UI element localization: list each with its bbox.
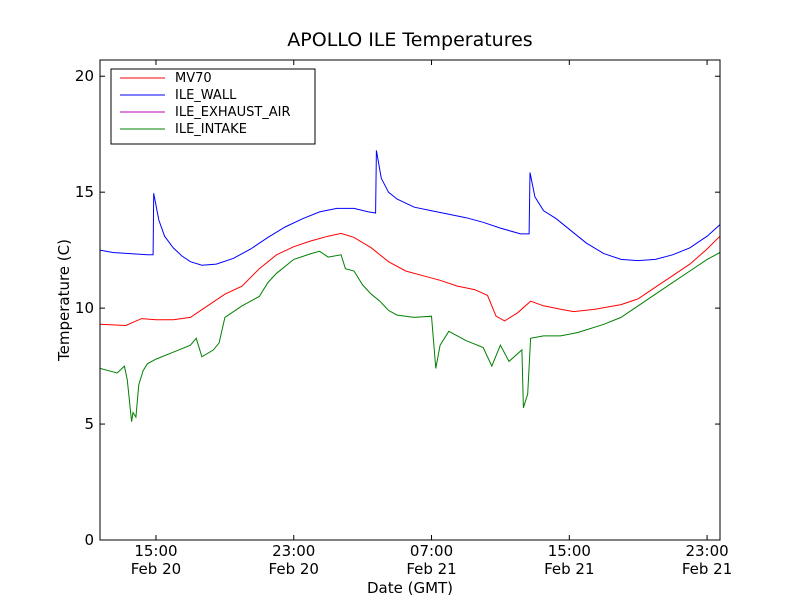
series-line-ile-wall <box>99 150 721 266</box>
chart-title: APOLLO ILE Temperatures <box>287 29 532 51</box>
legend-box <box>110 68 316 145</box>
plot-frame <box>99 59 721 541</box>
series-layer <box>99 150 721 422</box>
x-tick-label-date: Feb 21 <box>544 560 594 578</box>
series-line-ile-intake <box>99 250 721 422</box>
y-tick-label: 15 <box>75 183 94 201</box>
x-tick-label: 23:00 <box>272 542 315 560</box>
y-tick-label: 0 <box>84 531 94 549</box>
x-tick-label-date: Feb 20 <box>131 560 181 578</box>
x-tick-label: 07:00 <box>410 542 453 560</box>
x-tick-label-date: Feb 21 <box>406 560 456 578</box>
legend-label: ILE_WALL <box>175 88 237 103</box>
x-tick-label: 15:00 <box>134 542 177 560</box>
y-tick-label: 10 <box>75 299 94 317</box>
x-tick-label-date: Feb 21 <box>682 560 732 578</box>
y-tick-label: 20 <box>75 67 94 85</box>
legend: MV70 ILE_WALL ILE_EXHAUST_AIR ILE_INTAKE <box>110 68 316 145</box>
x-tick-label: 23:00 <box>685 542 728 560</box>
x-tick-label: 15:00 <box>548 542 591 560</box>
legend-label: MV70 <box>175 71 212 86</box>
x-tick-label-date: Feb 20 <box>269 560 319 578</box>
legend-label: ILE_EXHAUST_AIR <box>175 105 291 120</box>
y-tick-label: 5 <box>84 415 94 433</box>
y-axis-label: Temperature (C) <box>55 239 73 362</box>
series-line-mv70 <box>99 232 721 327</box>
x-axis-label: Date (GMT) <box>367 579 453 597</box>
legend-label: ILE_INTAKE <box>175 122 247 137</box>
